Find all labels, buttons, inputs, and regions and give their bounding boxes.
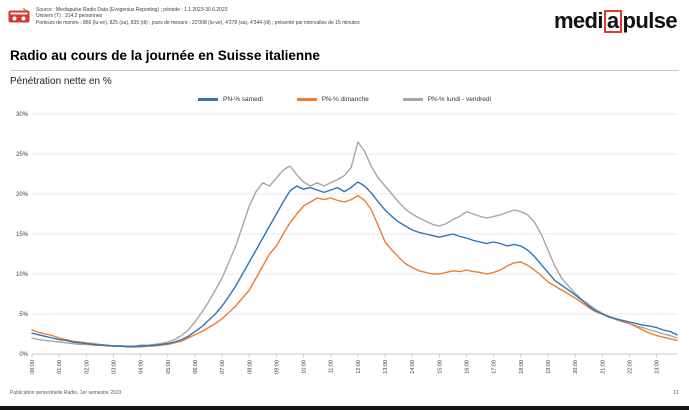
mediapulse-logo: medi a pulse [553,8,678,34]
chart-legend: PN-% samedi PN-% dimanche PN-% lundi - v… [0,96,689,103]
svg-text:22:00: 22:00 [627,360,633,374]
title-divider [10,70,679,71]
source-text: Source : Mediapulse Radio Data (Evogeniu… [36,7,466,26]
svg-text:13:00: 13:00 [383,360,389,374]
svg-text:01:00: 01:00 [57,360,63,374]
svg-text:16:00: 16:00 [465,360,471,374]
legend-line-swatch-dimanche [296,98,317,101]
svg-text:06:00: 06:00 [193,360,199,374]
svg-text:23:00: 23:00 [655,360,661,374]
logo-boxed-letter: a [603,10,622,33]
svg-text:07:00: 07:00 [220,360,226,374]
source-line-2: Univers (T) : 314.2 personnes [36,13,103,20]
svg-text:20:00: 20:00 [573,360,579,374]
source-line-1: Source : Mediapulse Radio Data (Evogeniu… [36,7,228,13]
svg-text:17:00: 17:00 [492,360,498,374]
source-line-3: Porteurs de montre : 866 (lu-ve), 825 (s… [36,19,360,26]
svg-text:15%: 15% [16,232,29,238]
svg-text:09:00: 09:00 [274,360,280,374]
svg-text:12:00: 12:00 [356,360,362,374]
svg-text:25%: 25% [16,152,29,158]
legend-item-dimanche: PN-% dimanche [296,96,369,103]
page-number: 11 [673,390,679,396]
bottom-bar [0,406,689,410]
svg-text:21:00: 21:00 [600,360,606,374]
svg-text:14:00: 14:00 [410,360,416,374]
svg-text:30%: 30% [16,112,29,118]
chart-subtitle: Pénétration nette en % [10,76,112,87]
svg-text:05:00: 05:00 [166,360,172,374]
svg-text:04:00: 04:00 [139,360,145,374]
svg-text:11:00: 11:00 [329,360,335,373]
svg-text:10%: 10% [16,272,29,278]
logo-post: pulse [622,8,678,33]
svg-text:08:00: 08:00 [247,360,253,374]
svg-text:10:00: 10:00 [302,360,308,374]
svg-text:02:00: 02:00 [84,360,90,374]
legend-item-lundi-vendredi: PN-% lundi - vendredi [402,96,491,103]
legend-line-swatch-lundi-vendredi [402,98,423,101]
svg-text:03:00: 03:00 [111,360,117,374]
svg-text:20%: 20% [16,192,29,198]
footer-text: Publication semestrielle Radio, 1er seme… [10,390,122,396]
line-chart: 0% 5% 10% 15% 20% 25% 30% 00:00 01:00 02:00 03:00 0… [0,100,689,384]
svg-text:18:00: 18:00 [519,360,525,374]
page-title: Radio au cours de la journée en Suisse i… [10,48,320,63]
chart-canvas: 0% 5% 10% 15% 20% 25% 30% 00:00 01:00 02:00 03:00 0… [16,112,678,374]
logo-pre: medi [553,8,604,33]
legend-label-dimanche: PN-% dimanche [321,96,369,103]
svg-text:00:00: 00:00 [30,360,36,374]
radio-icon [8,8,30,23]
svg-text:0%: 0% [19,352,28,358]
svg-text:5%: 5% [19,312,28,318]
svg-text:15:00: 15:00 [437,360,443,374]
legend-label-lundi-vendredi: PN-% lundi - vendredi [427,96,491,103]
legend-item-samedi: PN-% samedi [198,96,263,103]
legend-line-swatch-samedi [198,98,219,101]
legend-label-samedi: PN-% samedi [223,96,263,103]
svg-text:19:00: 19:00 [546,360,552,374]
